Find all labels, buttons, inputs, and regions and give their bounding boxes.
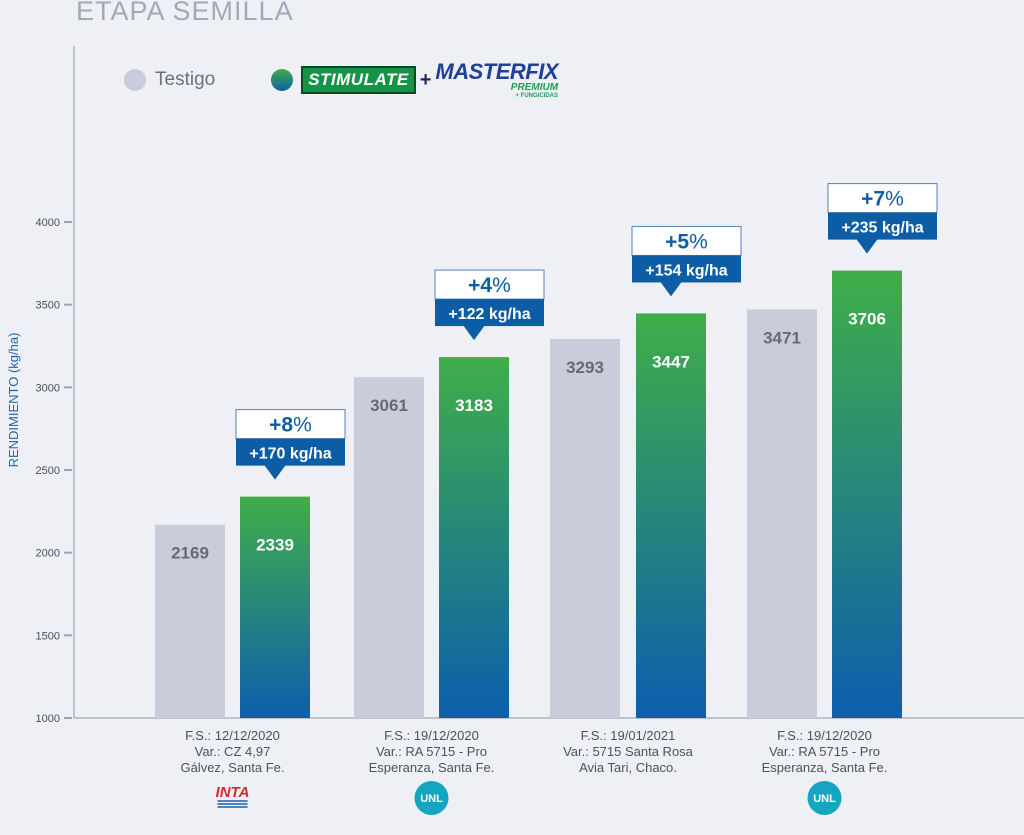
annotation-kg-box: [435, 299, 544, 327]
x-category-label: F.S.: 12/12/2020: [185, 728, 280, 743]
unl-logo: UNL: [414, 781, 449, 815]
value-label-control: 3471: [763, 328, 801, 347]
y-axis-title: RENDIMIENTO (kg/ha): [6, 333, 21, 468]
bar-control: [550, 338, 620, 718]
unl-logo: UNL: [807, 781, 842, 815]
masterfix-name: MASTERFIX: [435, 59, 559, 84]
x-category-label: F.S.: 19/01/2021: [581, 728, 676, 743]
unl-logo-text: UNL: [420, 793, 443, 805]
masterfix-logo: MASTERFIX PREMIUM + FUNGICIDAS: [435, 59, 559, 100]
x-category-label: Var.: CZ 4,97: [195, 744, 271, 759]
annotation-kg: +154 kg/ha: [645, 262, 727, 279]
bar-control: [354, 377, 424, 718]
legend-treatment-swatch: [271, 69, 294, 91]
y-tick-label: 3000: [36, 382, 60, 394]
annotation-kg-box: [236, 438, 345, 466]
annotation-pointer: [660, 281, 682, 297]
bar-treatment: [832, 270, 902, 718]
y-tick-label: 2000: [36, 548, 60, 560]
legend-control-swatch: [124, 69, 146, 91]
x-category-label: Esperanza, Santa Fe.: [369, 760, 495, 775]
treatment-brand-logo: STIMULATE + MASTERFIX PREMIUM + FUNGICID…: [301, 59, 559, 100]
page-title: ETAPA SEMILLA: [76, 0, 294, 26]
annotation-kg-box: [632, 255, 741, 283]
x-category-label: Esperanza, Santa Fe.: [762, 760, 888, 775]
bar-treatment: [240, 496, 310, 718]
value-label-control: 2169: [171, 544, 209, 563]
y-tick-label: 4000: [36, 217, 60, 229]
legend-control-label: Testigo: [155, 69, 216, 90]
bar-control: [747, 309, 817, 718]
x-category-label: F.S.: 19/12/2020: [384, 728, 479, 743]
value-label-treatment: 3183: [455, 396, 493, 415]
unl-logo-circle: [807, 781, 842, 815]
annotation-percent: +4%: [468, 274, 511, 297]
value-label-control: 3061: [370, 396, 408, 415]
value-label-treatment: 3447: [652, 352, 690, 371]
masterfix-premium: PREMIUM: [510, 82, 559, 93]
x-category-label: Var.: RA 5715 - Pro: [769, 744, 880, 759]
y-tick-label: 1500: [36, 630, 60, 642]
x-category-label: Avia Tari, Chaco.: [579, 760, 677, 775]
annotation-kg-box: [828, 212, 937, 240]
inta-logo: INTA: [216, 784, 250, 808]
annotation-percent: +8%: [269, 414, 312, 437]
x-category-label: Var.: RA 5715 - Pro: [376, 744, 487, 759]
unl-logo-circle: [414, 781, 449, 815]
annotation-percent-box: [235, 409, 346, 440]
value-label-control: 3293: [566, 358, 604, 377]
y-tick-label: 2500: [36, 465, 60, 477]
bar-treatment: [439, 357, 509, 718]
annotation-percent-box: [631, 225, 742, 256]
annotation-pointer: [856, 238, 878, 254]
value-label-treatment: 3706: [848, 310, 886, 329]
inta-logo-text: INTA: [216, 784, 250, 801]
bar-control: [155, 524, 225, 718]
annotation-percent-box: [434, 269, 545, 300]
annotation-percent: +5%: [665, 230, 708, 253]
annotation-pointer: [264, 464, 286, 480]
bar-treatment: [636, 313, 706, 718]
y-tick-label: 3500: [36, 300, 60, 312]
annotation-pointer: [463, 325, 485, 341]
x-category-label: F.S.: 19/12/2020: [777, 728, 872, 743]
annotation-percent: +7%: [861, 188, 904, 211]
annotation-percent-box: [827, 183, 938, 214]
annotation-kg: +122 kg/ha: [448, 306, 530, 323]
legend: Testigo STIMULATE + MASTERFIX PREMIUM + …: [124, 59, 559, 100]
unl-logo-text: UNL: [813, 793, 836, 805]
brand-plus: +: [419, 68, 432, 91]
y-tick-label: 1000: [36, 713, 60, 725]
value-label-treatment: 2339: [256, 536, 294, 555]
stimulate-logo: STIMULATE: [301, 66, 416, 94]
annotation-kg: +170 kg/ha: [249, 446, 331, 463]
x-category-label: Var.: 5715 Santa Rosa: [563, 744, 694, 759]
annotation-kg: +235 kg/ha: [841, 220, 923, 237]
masterfix-fungicides: + FUNGICIDAS: [515, 93, 559, 99]
x-category-label: Gálvez, Santa Fe.: [180, 760, 284, 775]
